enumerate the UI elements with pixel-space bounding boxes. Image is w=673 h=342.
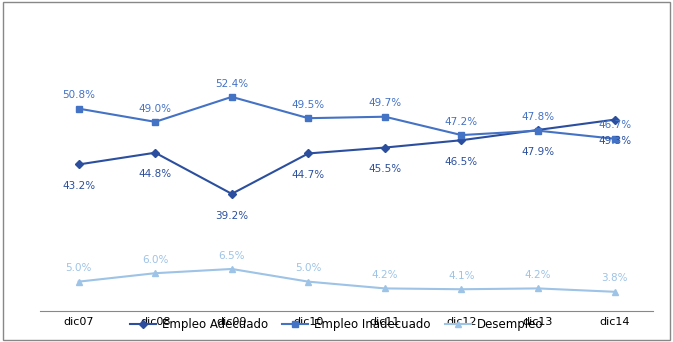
Text: 49.5%: 49.5% bbox=[292, 100, 325, 110]
Text: 49.3%: 49.3% bbox=[598, 136, 631, 146]
Text: 50.8%: 50.8% bbox=[62, 90, 95, 100]
Line: Empleo Adecuado: Empleo Adecuado bbox=[75, 117, 618, 197]
Text: 5.0%: 5.0% bbox=[295, 263, 322, 273]
Text: 4.1%: 4.1% bbox=[448, 271, 474, 281]
Text: 47.9%: 47.9% bbox=[522, 147, 555, 157]
Text: 6.5%: 6.5% bbox=[219, 251, 245, 261]
Line: Empleo Inadecuado: Empleo Inadecuado bbox=[75, 93, 618, 142]
Text: 4.2%: 4.2% bbox=[371, 270, 398, 280]
Text: 45.5%: 45.5% bbox=[368, 164, 401, 174]
Empleo Adecuado bbox=[534, 128, 542, 132]
Empleo Inadecuado bbox=[610, 137, 618, 141]
Text: 44.7%: 44.7% bbox=[292, 170, 325, 180]
Text: 4.2%: 4.2% bbox=[525, 270, 551, 280]
Desempleo bbox=[458, 287, 466, 291]
Desempleo bbox=[75, 280, 83, 284]
Legend: Empleo Adecuado, Empleo Inadecuado, Desempleo: Empleo Adecuado, Empleo Inadecuado, Dese… bbox=[125, 314, 548, 336]
Empleo Inadecuado bbox=[227, 95, 236, 99]
Text: 43.2%: 43.2% bbox=[62, 181, 95, 191]
Desempleo bbox=[534, 286, 542, 290]
Desempleo bbox=[227, 267, 236, 271]
Text: 5.0%: 5.0% bbox=[65, 263, 92, 273]
Empleo Adecuado bbox=[304, 152, 312, 156]
Empleo Inadecuado bbox=[304, 116, 312, 120]
Empleo Adecuado bbox=[151, 151, 160, 155]
Text: 3.8%: 3.8% bbox=[601, 274, 628, 284]
Desempleo bbox=[151, 271, 160, 275]
Text: 52.4%: 52.4% bbox=[215, 79, 248, 89]
Empleo Inadecuado bbox=[151, 120, 160, 124]
Text: 46.7%: 46.7% bbox=[598, 120, 631, 130]
Empleo Adecuado bbox=[227, 192, 236, 196]
Text: 6.0%: 6.0% bbox=[142, 255, 168, 265]
Text: 49.0%: 49.0% bbox=[139, 104, 172, 114]
Line: Desempleo: Desempleo bbox=[75, 265, 618, 295]
Empleo Adecuado bbox=[610, 118, 618, 122]
Empleo Adecuado bbox=[458, 138, 466, 142]
Empleo Inadecuado bbox=[534, 129, 542, 133]
Text: 49.7%: 49.7% bbox=[368, 98, 401, 108]
Empleo Adecuado bbox=[75, 162, 83, 167]
Text: 39.2%: 39.2% bbox=[215, 211, 248, 221]
Desempleo bbox=[610, 290, 618, 294]
Empleo Adecuado bbox=[381, 145, 389, 149]
Empleo Inadecuado bbox=[458, 133, 466, 137]
Empleo Inadecuado bbox=[381, 115, 389, 119]
Text: 47.8%: 47.8% bbox=[522, 112, 555, 122]
Desempleo bbox=[381, 286, 389, 290]
Text: 46.5%: 46.5% bbox=[445, 157, 478, 167]
Text: 47.2%: 47.2% bbox=[445, 117, 478, 127]
Empleo Inadecuado bbox=[75, 107, 83, 111]
Text: 44.8%: 44.8% bbox=[139, 169, 172, 179]
Desempleo bbox=[304, 280, 312, 284]
